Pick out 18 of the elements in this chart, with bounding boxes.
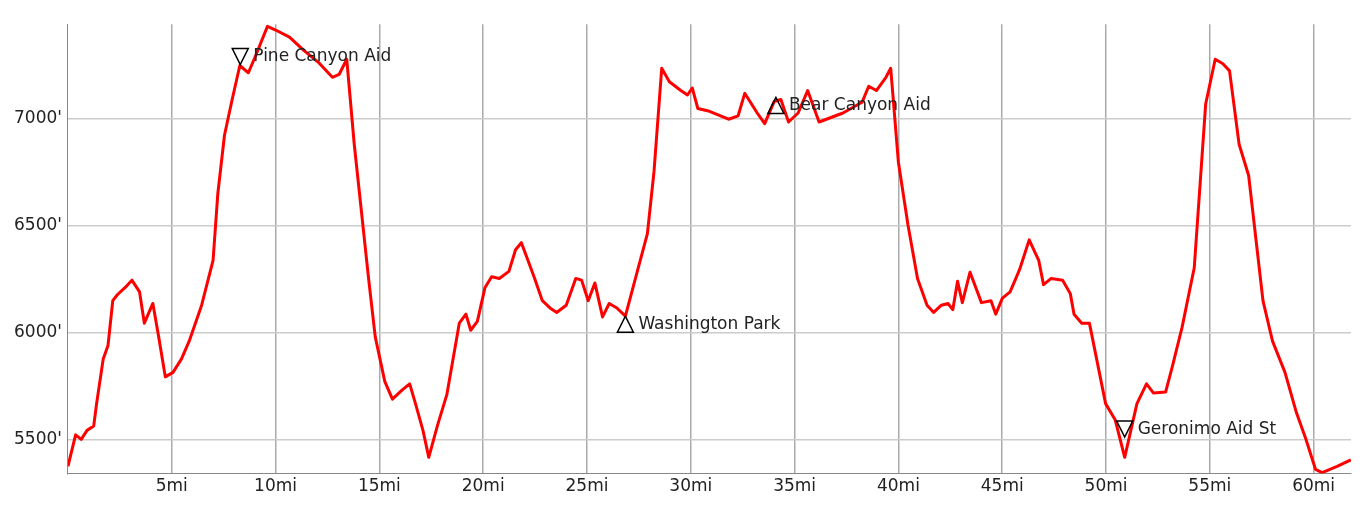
x-tick-label: 5mi	[155, 475, 188, 496]
y-tick-label: 6500'	[14, 213, 62, 234]
y-tick-label: 7000'	[14, 106, 62, 127]
x-tick-label: 10mi	[254, 475, 298, 496]
x-tick-label: 55mi	[1188, 475, 1232, 496]
y-tick-label: 6000'	[14, 320, 62, 341]
x-tick-label: 50mi	[1084, 475, 1128, 496]
x-tick-label: 30mi	[669, 475, 713, 496]
x-tick-label: 35mi	[773, 475, 817, 496]
y-tick-label: 5500'	[14, 427, 62, 448]
x-tick-label: 25mi	[565, 475, 609, 496]
x-tick-label: 15mi	[357, 475, 401, 496]
x-tick-label: 40mi	[876, 475, 920, 496]
annotation: Washington Park	[638, 312, 781, 333]
x-tick-label: 60mi	[1292, 475, 1336, 496]
annotation: Geronimo Aid St	[1137, 417, 1277, 438]
x-tick-label: 45mi	[980, 475, 1024, 496]
x-tick-label: 20mi	[461, 475, 505, 496]
